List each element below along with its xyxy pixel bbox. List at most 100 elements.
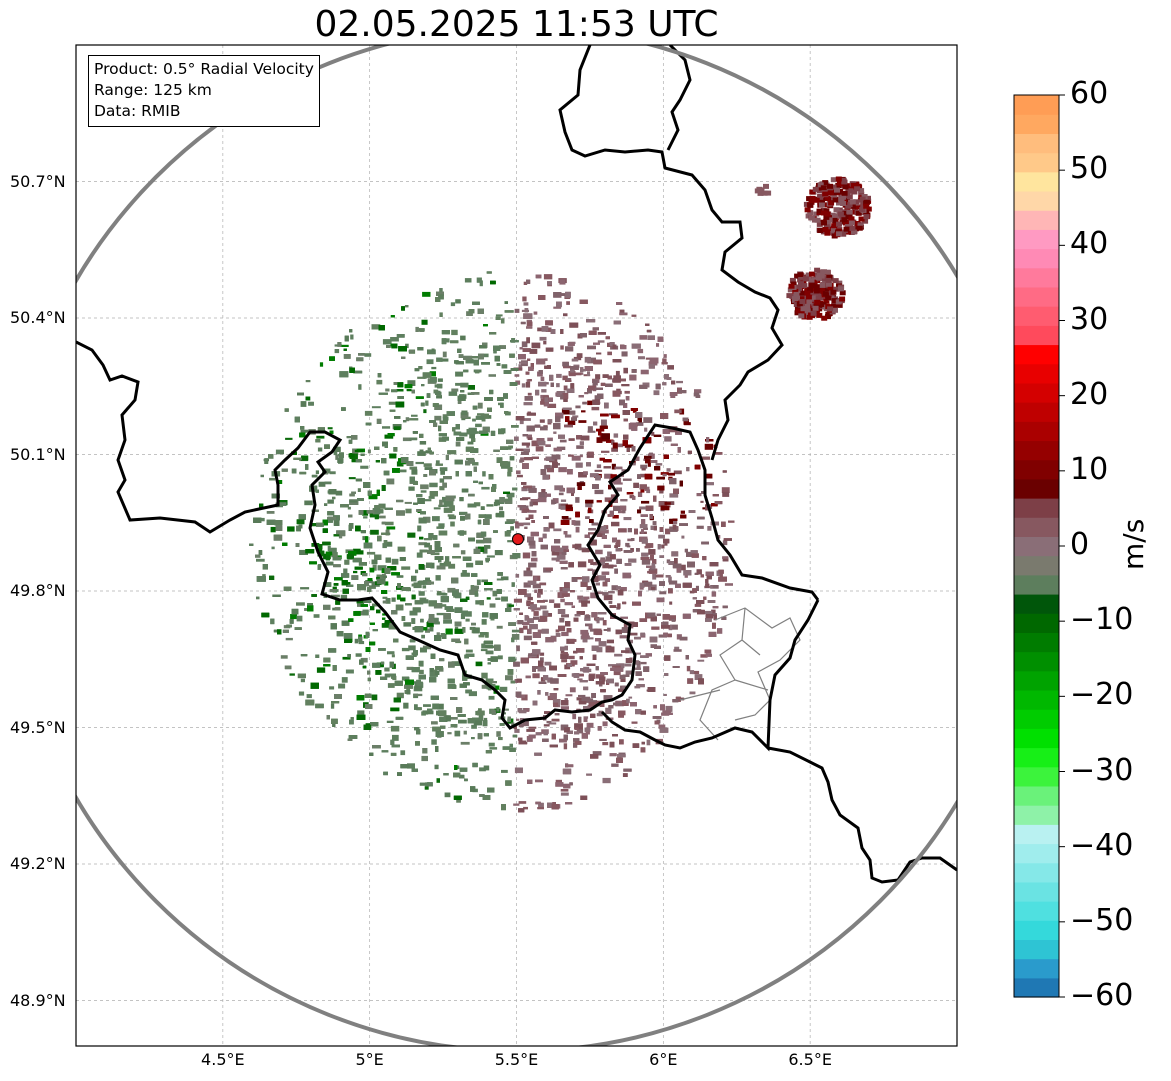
echo-pixel — [436, 612, 446, 616]
echo-pixel — [577, 595, 584, 600]
echo-pixel — [315, 654, 320, 658]
echo-pixel — [376, 418, 382, 424]
echo-pixel — [526, 319, 532, 322]
echo-pixel — [431, 366, 437, 370]
echo-pixel — [619, 635, 629, 639]
echo-pixel — [535, 732, 542, 736]
echo-pixel — [391, 663, 396, 669]
echo-pixel — [335, 454, 339, 460]
echo-pixel — [545, 637, 554, 643]
echo-pixel — [285, 437, 293, 440]
echo-pixel — [383, 540, 388, 545]
echo-pixel — [700, 654, 708, 658]
echo-pixel — [436, 778, 440, 783]
echo-pixel — [480, 649, 488, 652]
echo-pixel — [598, 591, 604, 594]
echo-pixel — [390, 337, 399, 342]
echo-pixel — [473, 627, 480, 634]
echo-pixel — [604, 578, 610, 582]
echo-pixel — [428, 533, 434, 539]
echo-pixel — [300, 401, 307, 407]
echo-pixel — [439, 312, 443, 317]
echo-pixel — [634, 685, 641, 689]
echo-pixel — [563, 743, 568, 750]
echo-pixel — [481, 684, 488, 689]
echo-pixel — [576, 728, 584, 734]
echo-pixel — [450, 302, 456, 307]
echo-pixel — [504, 531, 511, 537]
echo-pixel — [382, 596, 388, 599]
echo-pixel — [486, 504, 494, 507]
echo-pixel — [448, 391, 458, 396]
echo-pixel — [384, 521, 394, 526]
echo-pixel — [406, 666, 414, 670]
echo-pixel — [516, 718, 520, 721]
echo-pixel — [475, 661, 483, 667]
echo-pixel — [664, 436, 672, 442]
echo-pixel — [641, 559, 651, 565]
echo-pixel — [423, 463, 432, 467]
echo-pixel — [297, 673, 306, 679]
echo-pixel — [429, 482, 438, 488]
echo-pixel — [597, 332, 606, 335]
echo-pixel — [392, 734, 399, 741]
echo-pixel — [697, 659, 705, 662]
echo-pixel — [597, 340, 605, 343]
echo-pixel — [594, 489, 604, 495]
echo-pixel — [562, 517, 572, 520]
echo-pixel — [371, 694, 378, 701]
echo-pixel — [492, 590, 498, 597]
echo-pixel — [329, 686, 335, 690]
echo-pixel — [377, 535, 382, 542]
echo-pixel — [460, 515, 465, 521]
echo-pixel — [486, 597, 491, 600]
echo-pixel — [391, 597, 396, 602]
echo-pixel — [627, 528, 632, 533]
echo-pixel — [722, 540, 728, 546]
echo-pixel — [546, 720, 552, 724]
echo-pixel — [424, 542, 431, 548]
echo-pixel — [593, 342, 600, 345]
echo-pixel — [391, 558, 399, 565]
echo-pixel — [601, 450, 610, 453]
echo-pixel — [643, 417, 653, 423]
echo-pixel — [649, 514, 653, 519]
echo-pixel — [365, 580, 373, 584]
echo-pixel — [526, 567, 531, 571]
echo-pixel — [481, 486, 490, 490]
echo-pixel — [338, 683, 346, 689]
echo-pixel — [526, 379, 531, 384]
echo-pixel — [623, 623, 628, 628]
echo-pixel — [507, 496, 513, 501]
echo-pixel — [433, 603, 443, 609]
echo-pixel — [597, 575, 606, 581]
echo-pixel — [523, 806, 528, 810]
echo-pixel — [416, 552, 423, 558]
echo-pixel — [475, 423, 482, 428]
echo-pixel — [620, 616, 628, 619]
echo-pixel — [524, 720, 529, 727]
echo-pixel — [262, 564, 268, 570]
echo-pixel — [560, 792, 569, 796]
echo-pixel — [318, 481, 326, 487]
echo-pixel — [367, 449, 371, 454]
echo-pixel — [403, 622, 412, 627]
echo-pixel — [607, 351, 612, 356]
echo-pixel — [436, 357, 443, 362]
echo-pixel — [438, 523, 445, 528]
echo-pixel — [521, 487, 528, 492]
echo-pixel — [659, 591, 667, 595]
echo-pixel — [658, 544, 663, 548]
echo-pixel — [680, 510, 685, 514]
echo-pixel — [578, 599, 582, 603]
echo-pixel — [554, 713, 560, 716]
echo-pixel — [587, 357, 596, 364]
echo-pixel — [370, 529, 379, 535]
echo-pixel — [521, 442, 531, 446]
echo-pixel — [668, 624, 673, 631]
echo-pixel — [696, 525, 704, 529]
echo-pixel — [639, 618, 648, 622]
echo-pixel — [362, 536, 368, 541]
echo-pixel — [487, 787, 495, 793]
echo-pixel — [625, 542, 630, 547]
